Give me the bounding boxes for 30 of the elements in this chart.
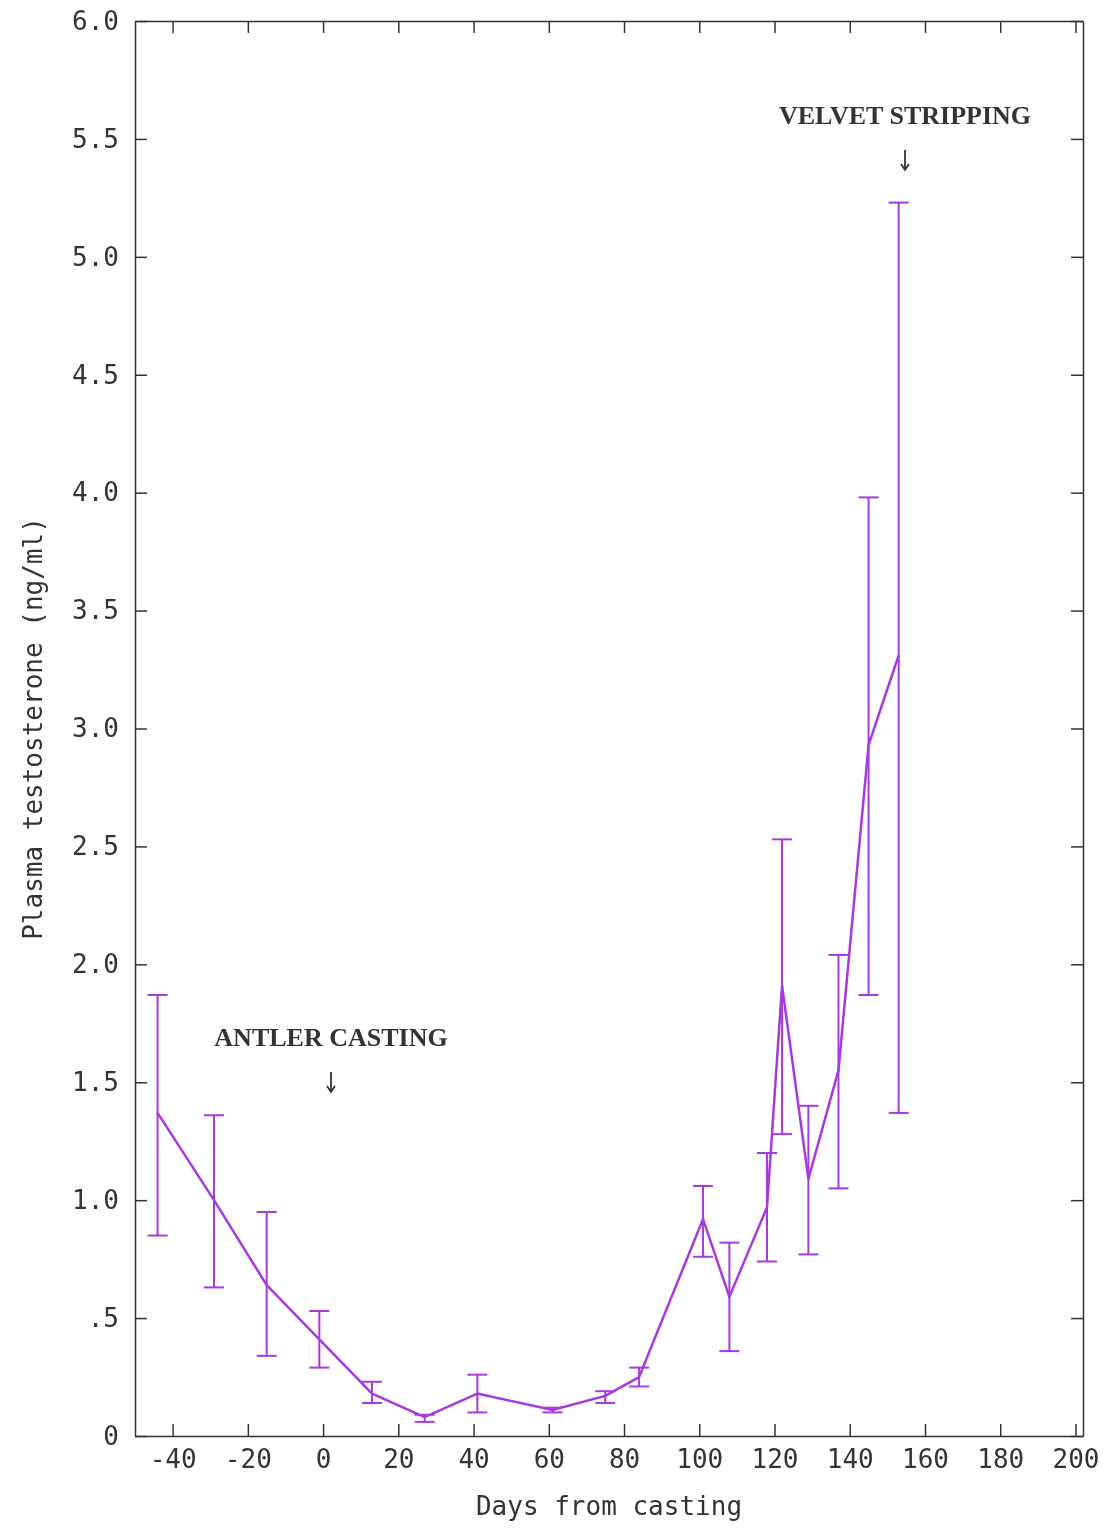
x-tick-label: -40 (149, 1444, 197, 1475)
y-tick-label: 3.5 (72, 595, 119, 626)
x-tick-label: 180 (977, 1444, 1025, 1475)
y-tick-label: 1.5 (72, 1067, 119, 1098)
y-tick-label: 2.5 (72, 831, 119, 862)
x-tick-label: 80 (608, 1444, 641, 1475)
x-tick-label: 120 (751, 1444, 799, 1475)
y-axis-title: Plasma testosterone (ng/ml) (18, 517, 48, 940)
y-tick-label: 4.0 (72, 477, 119, 508)
y-tick-label: 6.0 (72, 5, 119, 36)
x-axis-title: Days from casting (475, 1491, 743, 1521)
x-tick-label: 100 (676, 1444, 724, 1475)
y-tick-label: 2.0 (72, 949, 119, 980)
y-tick-label: 5.0 (72, 241, 119, 272)
y-tick-label: 5.5 (72, 123, 119, 154)
annotation: ANTLER CASTING (214, 1023, 448, 1052)
x-tick-label: 140 (826, 1444, 874, 1475)
x-tick-label: 40 (458, 1444, 490, 1475)
x-tick-label: 60 (533, 1444, 565, 1475)
y-tick-label: 4.5 (72, 359, 119, 390)
y-tick-label: 1.0 (72, 1184, 119, 1215)
annotation: VELVET STRIPPING (778, 101, 1032, 130)
y-tick-label: 0 (103, 1420, 119, 1451)
x-tick-label: 160 (902, 1444, 949, 1475)
x-tick-label: 200 (1052, 1444, 1100, 1475)
y-tick-label: .5 (87, 1302, 119, 1333)
x-tick-label: 0 (315, 1444, 332, 1475)
x-tick-label: 20 (383, 1444, 415, 1475)
x-tick-label: -20 (224, 1444, 272, 1475)
y-tick-label: 3.0 (72, 713, 119, 744)
